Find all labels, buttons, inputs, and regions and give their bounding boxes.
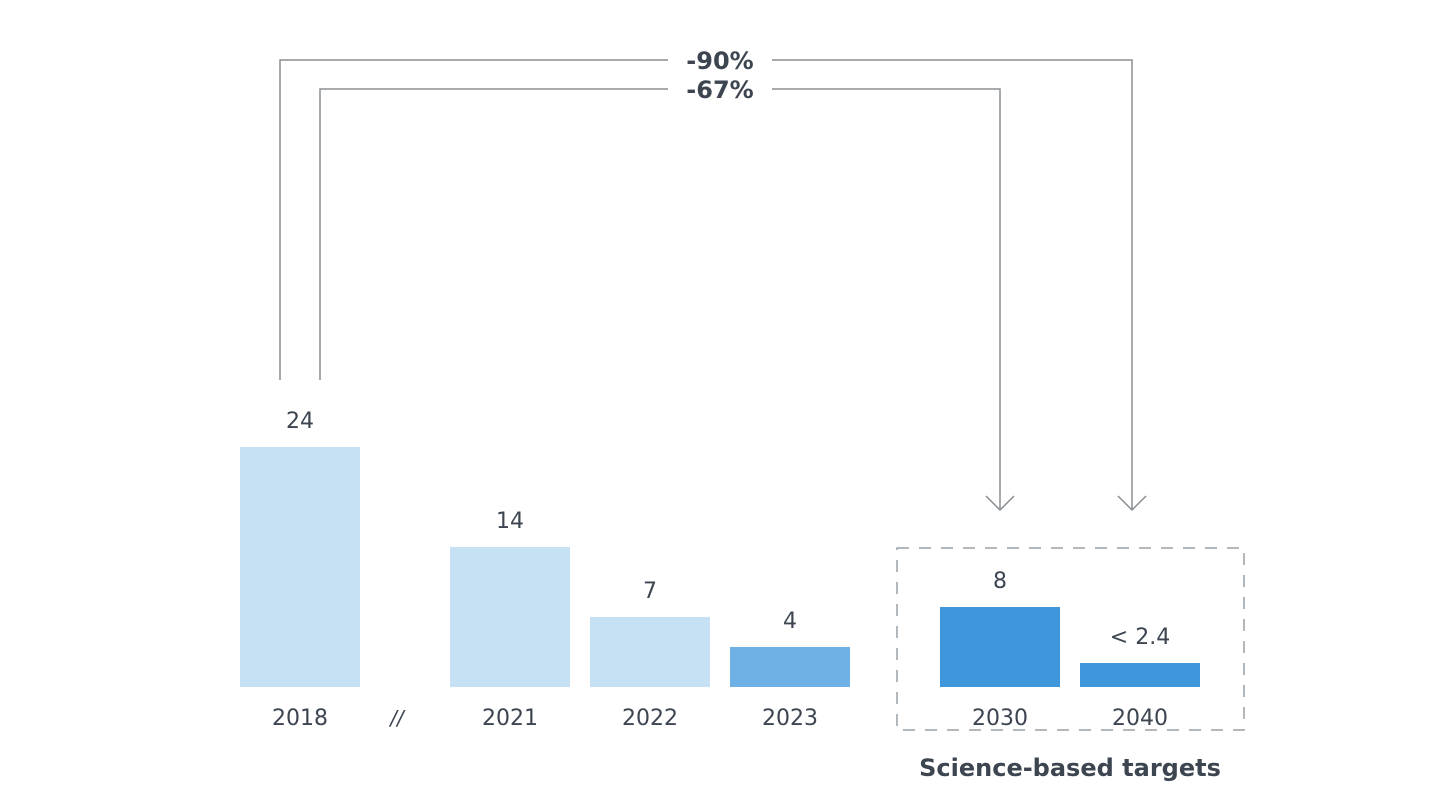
- bar-2040: [1080, 663, 1200, 687]
- category-label-2022: 2022: [622, 706, 678, 731]
- value-label-2018: 24: [286, 409, 314, 434]
- category-labels: 2018 2021 2022 2023 2030 2040: [272, 706, 1168, 731]
- value-label-2022: 7: [643, 579, 657, 604]
- value-label-2040: < 2.4: [1110, 625, 1170, 650]
- bar-2023: [730, 647, 850, 687]
- axis-break-label: //: [388, 706, 406, 730]
- category-label-2040: 2040: [1112, 706, 1168, 731]
- reduction-brackets: -90%-67%: [279, 47, 1147, 512]
- value-label-2021: 14: [496, 509, 524, 534]
- reduction-label-1: -90%: [686, 47, 753, 75]
- bar-2021: [450, 547, 570, 687]
- reduction-label-2: -67%: [686, 76, 753, 104]
- bar-2022: [590, 617, 710, 687]
- value-labels: 24 14 7 4 8 < 2.4: [286, 409, 1170, 650]
- reduction-bracket-2: [319, 88, 1001, 510]
- category-label-2023: 2023: [762, 706, 818, 731]
- reduction-arrow-head-2: [985, 495, 1015, 512]
- reduction-arrow-head-1: [1117, 495, 1147, 512]
- value-label-2023: 4: [783, 609, 797, 634]
- category-label-2021: 2021: [482, 706, 538, 731]
- category-label-2030: 2030: [972, 706, 1028, 731]
- value-label-2030: 8: [993, 569, 1007, 594]
- bars: [240, 447, 1200, 687]
- bar-2030: [940, 607, 1060, 687]
- science-based-targets-label: Science-based targets: [919, 754, 1221, 782]
- reduction-bracket-1: [279, 59, 1133, 510]
- category-label-2018: 2018: [272, 706, 328, 731]
- bar-2018: [240, 447, 360, 687]
